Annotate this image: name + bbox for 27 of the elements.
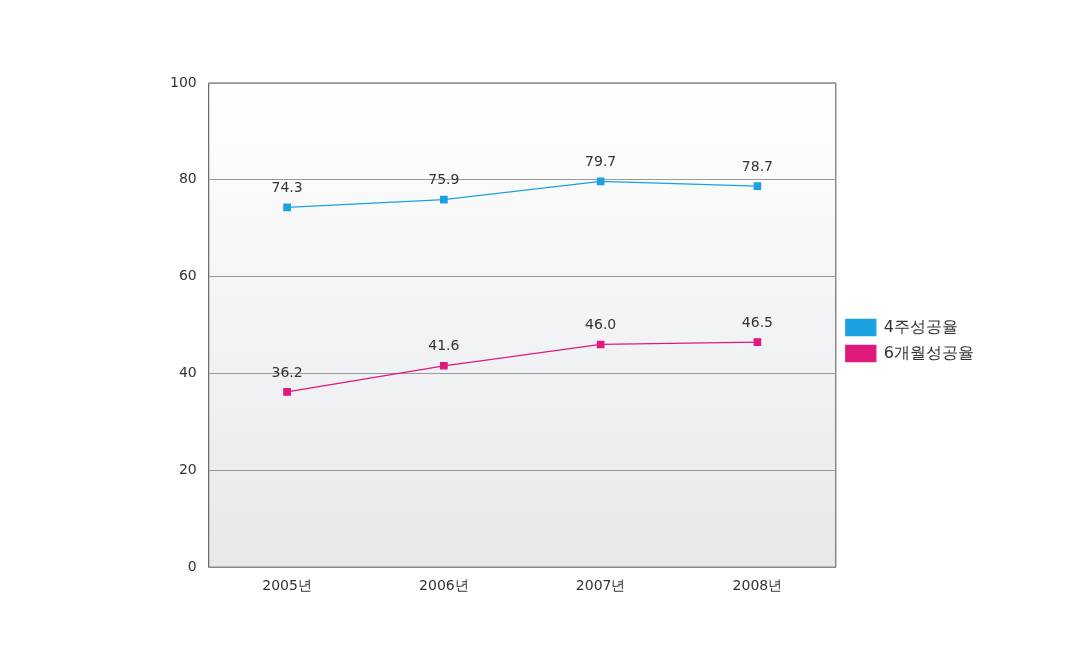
y-tick-label: 100 [169,73,197,90]
legend-label: 4주성공율 [883,316,959,336]
data-label: 79.7 [585,152,617,169]
data-label: 41.6 [428,337,460,354]
x-tick-label: 2007년 [575,577,626,594]
point [753,182,762,190]
legend-label: 6개월성공율 [883,342,975,362]
y-tick-label: 60 [178,267,197,284]
data-label: 74.3 [271,179,303,196]
y-tick-label: 20 [178,461,197,477]
y-tick-label: 40 [178,364,197,381]
point [440,361,448,370]
data-label: 46.0 [585,316,617,333]
point [283,388,291,396]
y-tick-label: 0 [187,557,197,574]
point [596,177,605,186]
data-label: 75.9 [428,171,460,188]
x-tick-label: 2005년 [262,577,312,594]
data-label: 78.7 [741,157,774,174]
point [440,195,448,204]
point [753,338,762,346]
x-tick-label: 2008년 [732,577,783,594]
x-tick-label: 2006년 [419,577,469,594]
y-tick-label: 80 [178,170,197,187]
point [283,203,291,212]
data-label: 36.2 [271,363,303,380]
data-label: 46.5 [741,313,774,330]
